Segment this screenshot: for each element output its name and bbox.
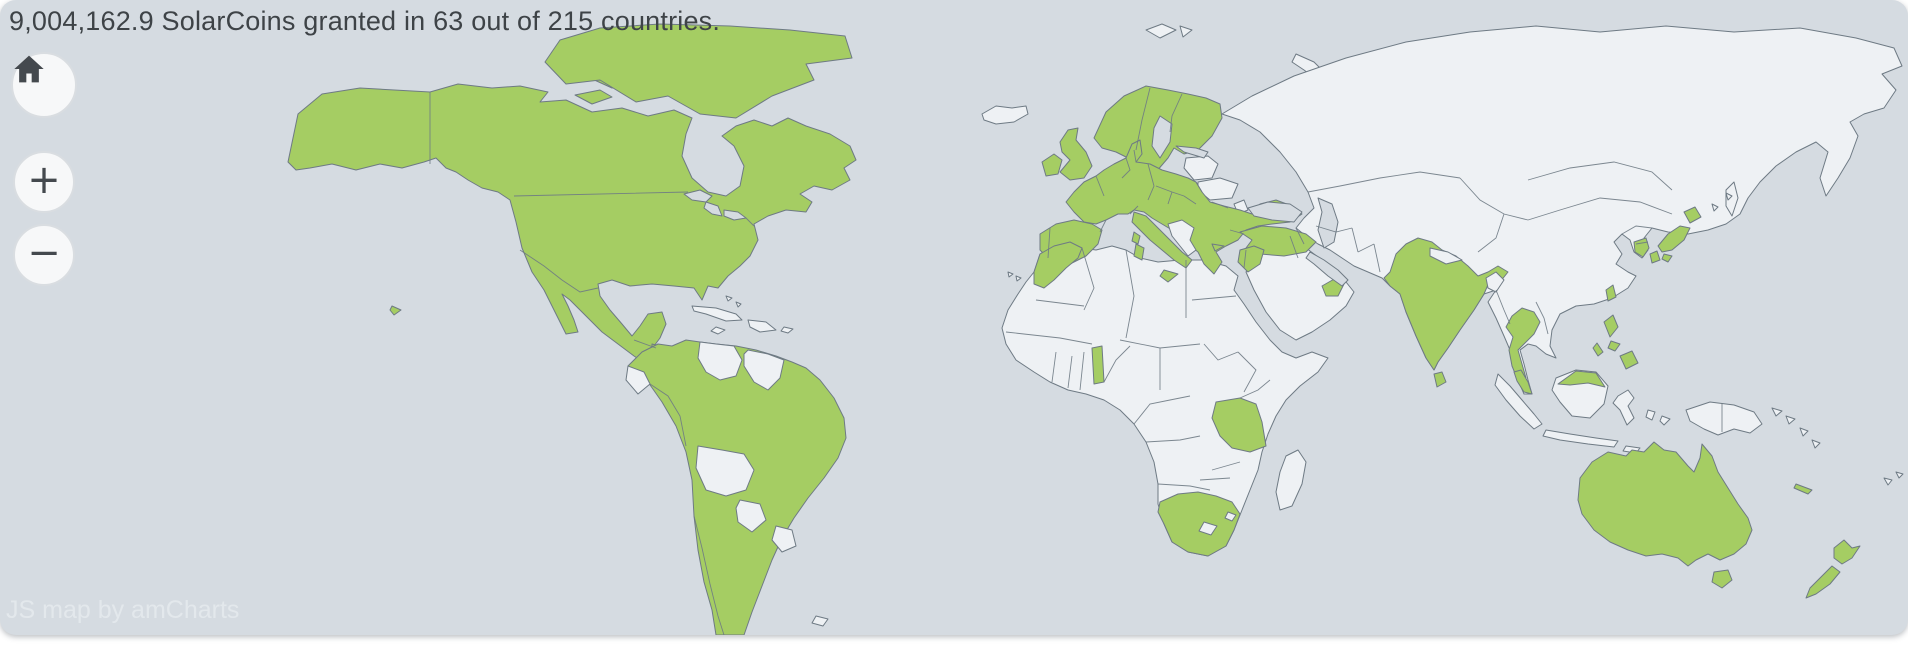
great-lakes: [683, 189, 713, 203]
country-tanzania: [1211, 397, 1267, 453]
country-new-zealand: [1833, 539, 1861, 565]
country-venezuela: [697, 341, 743, 381]
country-iceland: [981, 105, 1029, 125]
country-benin: [1091, 345, 1105, 385]
country-bangladesh: [1485, 271, 1505, 293]
country-nepal: [1429, 247, 1463, 265]
overlay-countries-layer[interactable]: [625, 219, 1505, 553]
region-western-europe: [1065, 139, 1303, 275]
map-title: 9,004,162.9 SolarCoins granted in 63 out…: [9, 6, 721, 36]
persian-gulf: [1305, 251, 1349, 287]
world-map-svg[interactable]: [0, 0, 1908, 635]
zoom-out-button[interactable]: −: [13, 224, 75, 286]
country-cuba: [691, 305, 743, 322]
country-ecuador: [625, 365, 651, 395]
country-united-kingdom: [1059, 127, 1093, 181]
plus-icon: +: [27, 157, 61, 203]
country-bolivia: [695, 445, 755, 497]
country-ireland: [1041, 153, 1063, 177]
country-australia: [1577, 441, 1753, 567]
default-countries-layer[interactable]: [645, 23, 1904, 627]
border-lines-layer: [429, 87, 1723, 635]
zoom-in-button[interactable]: +: [13, 151, 75, 213]
country-morocco: [1033, 241, 1083, 289]
country-philippines: [1603, 314, 1619, 338]
country-greenland: [544, 23, 853, 119]
country-japan: [1683, 206, 1702, 224]
country-madagascar: [1275, 449, 1307, 511]
water-bodies-layer: [683, 115, 1349, 287]
country-south-africa: [1157, 491, 1241, 557]
country-italy: [1131, 211, 1193, 269]
country-taiwan: [1605, 284, 1617, 302]
caspian-sea: [1317, 197, 1339, 249]
region-north-america: [287, 83, 857, 365]
black-sea: [1247, 201, 1303, 223]
country-sri-lanka: [1433, 371, 1447, 388]
africa-mainland: [1001, 241, 1329, 557]
country-malaysia: [1513, 369, 1533, 395]
minus-icon: −: [27, 230, 61, 276]
country-thailand: [1505, 307, 1541, 384]
map-canvas[interactable]: 9,004,162.9 SolarCoins granted in 63 out…: [0, 0, 1908, 635]
home-button[interactable]: [11, 52, 77, 118]
region-serbia-balkans: [1167, 219, 1197, 257]
amcharts-watermark-link[interactable]: JS map by amCharts: [6, 596, 240, 624]
